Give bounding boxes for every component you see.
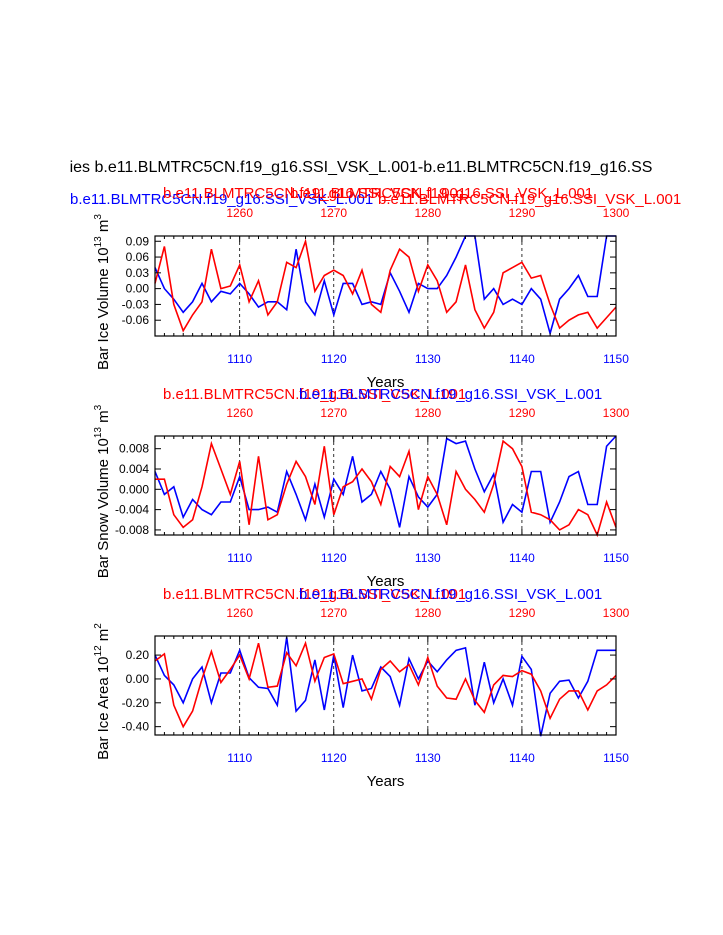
- series-line-red: [154, 238, 617, 333]
- x-tick-label-top: 1290: [509, 606, 536, 620]
- chart-panel-3: b.e11.BLMTRC5CN.f19_g16.SSI_VSK_L.001b.e…: [93, 586, 630, 790]
- y-axis-label: Bar Snow Volume 1013 m3: [93, 404, 112, 578]
- y-axis-label: Bar Ice Volume 1013 m3: [93, 214, 112, 370]
- x-tick-label-bottom: 1150: [603, 751, 629, 765]
- x-tick-label-top: 1260: [226, 606, 253, 620]
- y-tick-label: -0.40: [122, 720, 150, 734]
- x-tick-label-bottom: 1150: [603, 551, 629, 565]
- x-tick-label-bottom: 1110: [227, 751, 252, 765]
- figure-main-title: ies b.e11.BLMTRC5CN.f19_g16.SSI_VSK_L.00…: [70, 159, 653, 176]
- x-tick-label-bottom: 1150: [603, 352, 629, 366]
- x-tick-label-top: 1280: [414, 206, 441, 220]
- figure-top-line-blue: b.e11.BLMTRC5CN.f19_g16.SSI_VSK_L.001: [70, 191, 373, 208]
- x-tick-label-top: 1280: [414, 606, 441, 620]
- x-tick-label-top: 1300: [603, 606, 630, 620]
- x-axis-label: Years: [367, 573, 405, 590]
- x-tick-label-bottom: 1120: [321, 551, 347, 565]
- y-tick-label: 0.06: [126, 250, 150, 264]
- plot-frame: [154, 235, 617, 337]
- y-tick-label: 0.09: [126, 234, 150, 248]
- x-tick-label-bottom: 1130: [415, 751, 441, 765]
- y-tick-label: -0.06: [122, 313, 150, 327]
- x-tick-label-top: 1300: [603, 406, 630, 420]
- x-tick-label-bottom: 1140: [509, 551, 535, 565]
- y-tick-label: 0.03: [126, 266, 150, 280]
- series-line-blue: [154, 435, 617, 528]
- y-tick-label: 0.20: [126, 648, 150, 662]
- panel-title-red: b.e11.BLMTRC5CN.f19_g16.SSI_VSK_L.001: [163, 586, 466, 603]
- y-tick-label: 0.000: [119, 482, 149, 496]
- x-tick-label-bottom: 1110: [227, 352, 252, 366]
- x-tick-label-top: 1290: [509, 206, 536, 220]
- y-tick-label: -0.008: [115, 523, 149, 537]
- panel-title-red: b.e11.BLMTRC5CN.f19_g16.SSI_VSK_L.001: [163, 185, 466, 202]
- y-tick-label: 0.00: [126, 672, 150, 686]
- series-line-red: [154, 640, 617, 729]
- x-tick-label-bottom: 1110: [227, 551, 252, 565]
- series-line-blue: [154, 637, 616, 737]
- x-tick-label-bottom: 1130: [415, 352, 441, 366]
- x-tick-label-bottom: 1140: [509, 352, 535, 366]
- x-tick-label-top: 1290: [509, 406, 536, 420]
- x-tick-label-top: 1270: [320, 606, 347, 620]
- plot-frame: [154, 635, 617, 736]
- panel-title-blue: b.e11.BLMTRC5CN.f19_g16.SSI_VSK_L.001: [299, 386, 602, 403]
- x-tick-label-top: 1270: [320, 206, 347, 220]
- x-axis-label: Years: [367, 374, 405, 391]
- x-axis-label: Years: [367, 773, 405, 790]
- y-tick-label: 0.00: [126, 282, 150, 296]
- y-tick-label: -0.004: [115, 503, 149, 517]
- chart-panel-2: b.e11.BLMTRC5CN.f19_g16.SSI_VSK_L.001b.e…: [93, 386, 630, 590]
- y-axis-label: Bar Ice Area 1012 m2: [93, 623, 112, 760]
- y-tick-label: -0.03: [122, 297, 150, 311]
- y-tick-label: 0.008: [119, 442, 149, 456]
- x-tick-label-top: 1300: [603, 206, 630, 220]
- panel-title-blue: b.e11.BLMTRC5CN.f19_g16.SSI_VSK_L.001: [299, 586, 602, 603]
- x-tick-label-bottom: 1120: [321, 352, 347, 366]
- y-tick-label: 0.004: [119, 462, 149, 476]
- panel-title-red-2: b.e11.BLMTRC5CN.f19_g16.SSI_VSK_L.001: [290, 185, 593, 202]
- x-tick-label-bottom: 1130: [415, 551, 441, 565]
- panel-title-red: b.e11.BLMTRC5CN.f19_g16.SSI_VSK_L.001: [163, 386, 466, 403]
- series-line-red: [155, 439, 617, 538]
- y-tick-label: -0.20: [122, 696, 150, 710]
- x-tick-label-top: 1260: [226, 206, 253, 220]
- series-line-blue: [154, 235, 616, 337]
- x-tick-label-top: 1280: [414, 406, 441, 420]
- figure-top-line-red: b.e11.BLMTRC5CN.f19_g16.SSI_VSK_L.001: [378, 191, 681, 208]
- plot-frame: [154, 435, 617, 536]
- x-tick-label-top: 1260: [226, 406, 253, 420]
- x-tick-label-bottom: 1140: [509, 751, 535, 765]
- chart-panel-1: b.e11.BLMTRC5CN.f19_g16.SSI_VSK_L.001b.e…: [93, 185, 630, 391]
- x-tick-label-bottom: 1120: [321, 751, 347, 765]
- x-tick-label-top: 1270: [320, 406, 347, 420]
